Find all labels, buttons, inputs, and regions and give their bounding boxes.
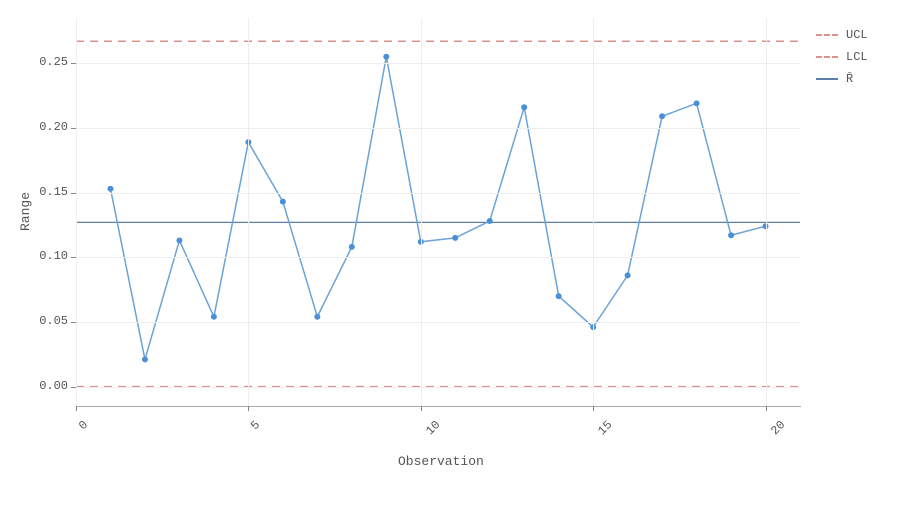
x-gridline — [421, 18, 422, 406]
x-gridline — [766, 18, 767, 406]
y-gridline — [76, 128, 800, 129]
x-gridline — [76, 18, 77, 406]
y-tick-label: 0.05 — [18, 314, 68, 328]
data-point — [107, 186, 113, 192]
y-gridline — [76, 63, 800, 64]
legend-swatch — [816, 78, 838, 80]
data-point — [487, 218, 493, 224]
x-tick-mark — [593, 406, 594, 411]
y-gridline — [76, 193, 800, 194]
data-point — [142, 356, 148, 362]
x-tick-mark — [421, 406, 422, 411]
data-point — [314, 314, 320, 320]
legend: UCL LCL R̄ — [816, 28, 886, 94]
data-point — [659, 113, 665, 119]
legend-item: LCL — [816, 50, 886, 64]
data-point — [280, 199, 286, 205]
y-gridline — [76, 257, 800, 258]
data-point — [176, 237, 182, 243]
x-axis-label: Observation — [398, 454, 484, 469]
x-gridline — [593, 18, 594, 406]
legend-item: UCL — [816, 28, 886, 42]
y-tick-label: 0.15 — [18, 185, 68, 199]
data-point — [521, 104, 527, 110]
data-point — [452, 235, 458, 241]
x-tick-mark — [76, 406, 77, 411]
legend-label: UCL — [846, 28, 868, 42]
data-point — [728, 232, 734, 238]
y-tick-label: 0.25 — [18, 55, 68, 69]
data-point — [383, 54, 389, 60]
y-gridline — [76, 387, 800, 388]
data-point — [211, 314, 217, 320]
data-point — [349, 244, 355, 250]
data-point — [694, 100, 700, 106]
x-gridline — [248, 18, 249, 406]
data-point — [625, 272, 631, 278]
legend-label: LCL — [846, 50, 868, 64]
legend-item: R̄ — [816, 72, 886, 86]
legend-label: R̄ — [846, 72, 853, 86]
y-tick-label: 0.20 — [18, 120, 68, 134]
y-tick-label: 0.00 — [18, 379, 68, 393]
data-line — [110, 57, 765, 360]
x-tick-mark — [766, 406, 767, 411]
y-gridline — [76, 322, 800, 323]
legend-swatch — [816, 56, 838, 58]
y-tick-label: 0.10 — [18, 249, 68, 263]
legend-swatch — [816, 34, 838, 36]
data-point — [556, 293, 562, 299]
x-tick-mark — [248, 406, 249, 411]
range-control-chart: { "chart": { "type": "line", "xlabel": "… — [0, 0, 900, 506]
